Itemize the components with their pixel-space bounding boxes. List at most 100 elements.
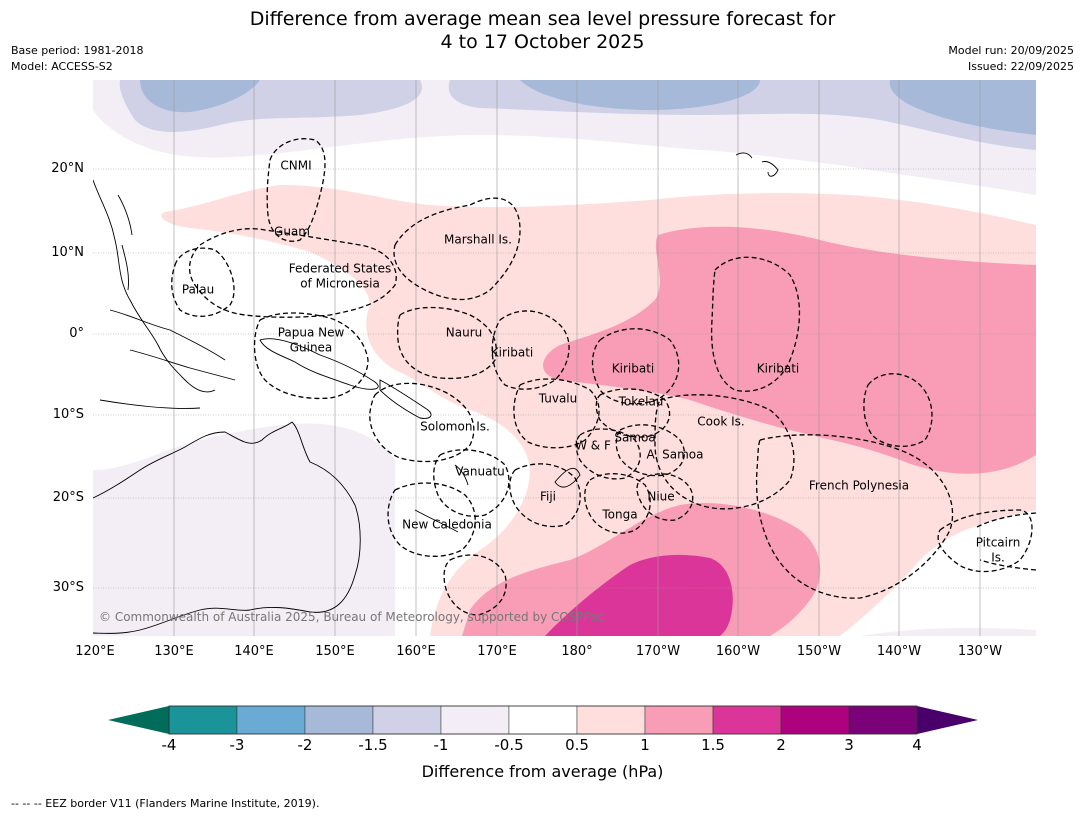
eez-tonga [584,473,651,534]
hawaii-coast [735,152,779,177]
colorbar-outline [168,705,918,735]
australia-coast [93,421,361,634]
region-kiribati-east: Kiribati [756,361,800,376]
lon-gridlines [173,80,981,636]
colorbar-label-4: 4 [912,736,922,754]
lat-label-20s: 20°S [52,490,84,505]
region-kiribati-central: Kiribati [611,361,655,376]
colorbar-under-arrow [108,706,169,734]
newcal-coast [414,509,459,533]
anomaly-band-plus-1-5 [545,554,733,636]
eez-cnmi [266,138,326,242]
asia-coast [93,179,216,393]
fiji-coast [554,467,581,488]
eez-nauru-kiribati [396,306,497,380]
colorbar-box-8 [644,705,714,735]
colorbar-label-minus-4: -4 [161,736,177,754]
lat-label-20n: 20°N [51,161,84,176]
lon-label-150w: 150°W [796,644,842,659]
anomaly-band-minus-0-5-southeast [860,627,1036,636]
colorbar-box-11 [848,705,918,735]
lat-label-10n: 10°N [51,245,84,260]
region-cook: Cook Is. [697,414,745,429]
eez-png [253,312,369,400]
region-palau: Palau [181,282,215,297]
anomaly-fields [93,80,1036,636]
colorbar-label-minus-3: -3 [229,736,245,754]
region-asamoa: A. Samoa [646,447,704,462]
solomon-coast [379,379,432,419]
colorbar-box-1 [168,705,238,735]
indonesia-coast [99,309,236,409]
eez-borders [171,138,1036,616]
eez-niue [636,473,694,521]
colorbar-box-7 [576,705,646,735]
region-frpoly: French Polynesia [808,478,910,493]
region-solomon: Solomon Is. [420,419,490,434]
eez-french-polynesia [755,434,954,599]
eez-new-caledonia [387,482,476,557]
region-png-2: Guinea [289,340,333,355]
eez-pitcairn-east [974,512,1036,571]
region-png-1: Papua New [277,325,345,340]
region-newcal: New Caledonia [402,517,492,532]
chart-title-line1: Difference from average mean sea level p… [249,8,836,30]
lon-label-150e: 150°E [315,644,355,659]
region-tokelau: Tokelau [618,394,664,409]
vanuatu-coast [454,464,469,486]
model-run: Model run: 20/09/2025 [948,44,1074,57]
colorbar-label-3: 3 [844,736,854,754]
lon-label-120e: 120°E [75,644,115,659]
colorbar-box-10 [780,705,850,735]
lon-label-130e: 130°E [154,644,194,659]
new-guinea-coast [259,338,379,390]
region-guam: Guam [274,224,310,239]
region-tuvalu: Tuvalu [538,391,578,406]
colorbar-label-0-5: 0.5 [565,736,589,754]
eez-cook [654,394,795,510]
anomaly-band-minus-1-5-east [889,80,1036,135]
eez-marquesas [863,373,933,447]
copyright-notice: © Commonwealth of Australia 2025, Bureau… [99,610,605,624]
colorbar [108,705,978,735]
eez-samoa [615,424,685,477]
lat-label-10s: 10°S [52,407,84,422]
eez-pitcairn [937,509,1033,573]
anomaly-band-minus-1-5-central [520,80,760,111]
eez-wallis-futuna [575,428,641,480]
region-pitcairn-2: Is. [991,550,1005,565]
philippines-coast [117,194,133,291]
lon-label-170w: 170°W [635,644,681,659]
colorbar-label-2: 2 [776,736,786,754]
anomaly-band-plus-1 [543,226,1036,474]
colorbar-box-3 [304,705,374,735]
eez-micronesia [188,228,397,318]
lat-label-0: 0° [69,326,84,341]
lon-label-170e: 170°E [477,644,517,659]
colorbar-label-minus-1: -1 [433,736,449,754]
region-nauru: Nauru [445,325,483,340]
colorbar-label-1: 1 [640,736,650,754]
coastlines [93,152,779,634]
region-samoa: Samoa [614,430,656,445]
region-cnmi: CNMI [280,158,312,173]
colorbar-title: Difference from average (hPa) [421,762,664,781]
eez-tokelau [595,388,671,438]
region-vanuatu: Vanuatu [455,464,505,479]
anomaly-band-minus-0-5-south [93,423,395,636]
model-name: Model: ACCESS-S2 [11,60,113,73]
lon-label-140w: 140°W [876,644,922,659]
lon-label-130w: 130°W [957,644,1003,659]
lon-label-160e: 160°E [396,644,436,659]
chart-title-line2: 4 to 17 October 2025 [440,31,645,53]
region-kiribati-west: Kiribati [490,345,534,360]
lon-label-180: 180° [561,644,593,659]
anomaly-band-minus-1-5 [140,80,260,113]
eez-solomon [369,382,475,463]
lat-label-30s: 30°S [52,580,84,595]
region-niue: Niue [647,489,675,504]
region-wf: W & F [575,438,611,453]
colorbar-box-2 [236,705,306,735]
colorbar-label-1-5: 1.5 [701,736,725,754]
